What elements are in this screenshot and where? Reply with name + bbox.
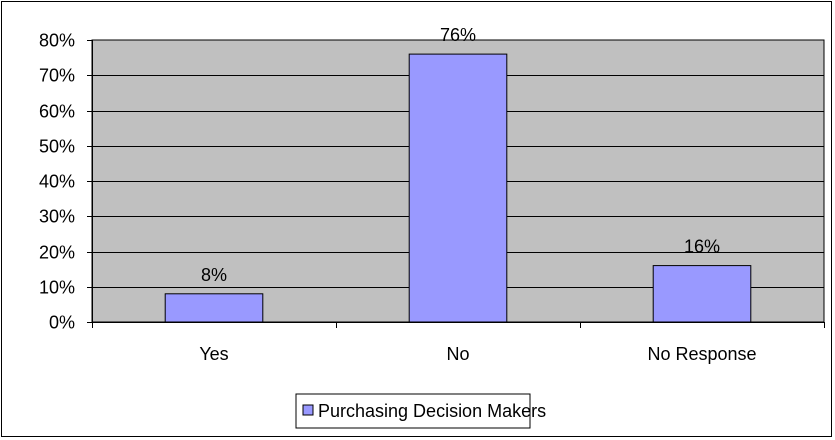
legend: Purchasing Decision Makers — [295, 393, 546, 429]
data-labels: 8% 76% 16% — [201, 25, 720, 285]
y-tick-label: 70% — [39, 66, 75, 86]
y-tick-label: 60% — [39, 102, 75, 122]
y-tick-label: 20% — [39, 243, 75, 263]
x-tick-label: No — [446, 344, 469, 364]
y-axis: 0% 10% 20% 30% 40% 50% 60% 70% 80% — [39, 31, 93, 333]
legend-label: Purchasing Decision Makers — [318, 401, 546, 421]
y-tick-label: 0% — [49, 313, 75, 333]
bar — [652, 265, 752, 323]
y-tick-label: 10% — [39, 278, 75, 298]
y-tick-label: 30% — [39, 207, 75, 227]
data-label: 16% — [684, 237, 720, 257]
bar — [408, 53, 508, 323]
bars — [164, 53, 752, 323]
x-axis: Yes No No Response — [92, 322, 825, 364]
legend-box — [295, 393, 531, 429]
bar — [164, 293, 264, 323]
y-tick-label: 50% — [39, 137, 75, 157]
x-tick-label: No Response — [647, 344, 756, 364]
legend-swatch — [302, 404, 314, 416]
data-label: 8% — [201, 265, 227, 285]
y-tick-label: 40% — [39, 172, 75, 192]
data-label: 76% — [440, 25, 476, 45]
y-tick-label: 80% — [39, 31, 75, 51]
x-tick-label: Yes — [199, 344, 228, 364]
